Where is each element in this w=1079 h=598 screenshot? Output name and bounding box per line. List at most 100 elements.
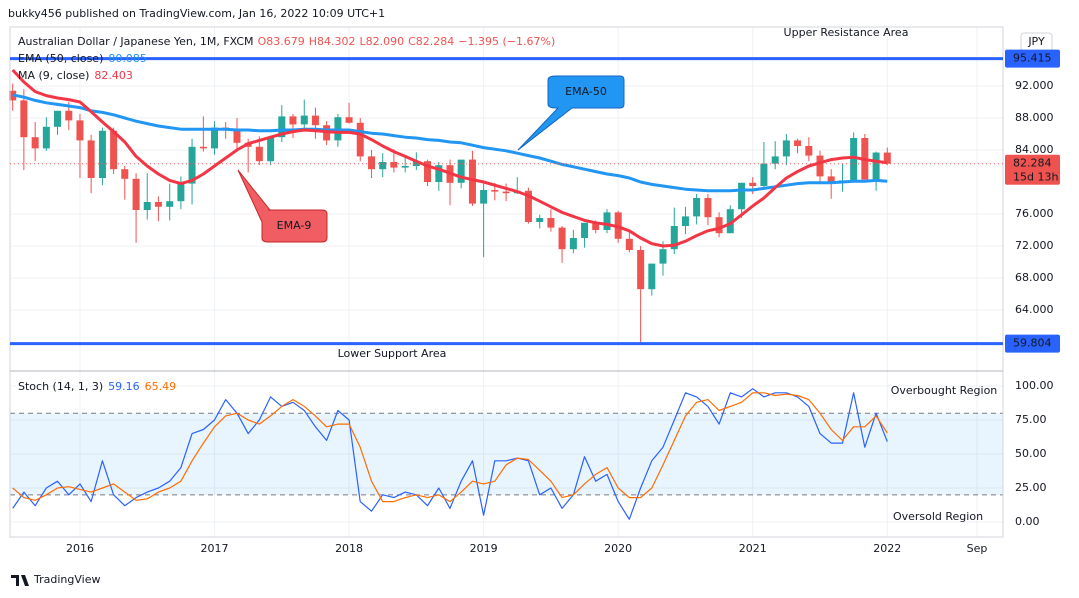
d-value: 65.49 — [145, 380, 177, 393]
candle-body — [491, 190, 499, 192]
plot — [9, 68, 1003, 520]
candle-body — [401, 166, 409, 168]
callout-text: EMA-50 — [565, 85, 607, 98]
ma-name: MA (9, close) — [18, 69, 89, 82]
resistance-label: Upper Resistance Area — [784, 26, 909, 39]
support-label: Lower Support Area — [338, 347, 447, 360]
candle-body — [625, 238, 633, 250]
candle-body — [132, 178, 140, 210]
ema50-callout: EMA-50 — [517, 75, 625, 151]
candle-body — [827, 176, 835, 182]
y-tick-label: 76.000 — [1015, 207, 1054, 220]
ema-value: 80.085 — [108, 52, 147, 65]
candle-body — [177, 183, 185, 202]
y-tick-label: 84.000 — [1015, 143, 1054, 156]
candle-body — [143, 202, 151, 210]
ma-legend: MA (9, close) 82.403 — [18, 69, 133, 82]
candle-body — [255, 146, 263, 162]
candle-body — [704, 198, 712, 218]
candle-body — [98, 130, 106, 178]
candle-body — [749, 182, 757, 186]
ema-legend: EMA (50, close) 80.085 — [18, 52, 147, 65]
candle-body — [569, 238, 577, 250]
oversold-label: Oversold Region — [893, 510, 983, 523]
callout-shape — [237, 169, 328, 243]
x-tick-label: 2020 — [604, 542, 632, 555]
y-tick-label: 72.000 — [1015, 239, 1054, 252]
candle-body — [805, 146, 813, 156]
level-tag — [1005, 334, 1060, 353]
candle-body — [379, 162, 387, 170]
candle-body — [771, 156, 779, 164]
candle-body — [31, 137, 39, 149]
candle-body — [154, 202, 162, 207]
candle-body — [42, 126, 50, 149]
candle-body — [199, 146, 207, 149]
x-tick-label: 2022 — [873, 542, 901, 555]
indicator-line — [12, 93, 888, 193]
logo-mark — [11, 575, 29, 586]
candle-body — [76, 120, 84, 141]
candle-body — [278, 116, 286, 138]
candle-body — [188, 146, 196, 184]
candle-body — [53, 110, 61, 127]
candle-body — [581, 222, 589, 238]
indicator-line — [12, 388, 888, 520]
candle-body — [390, 162, 398, 168]
candle-body — [850, 138, 858, 181]
level-label: 95.415 — [1013, 52, 1052, 65]
high: H84.302 — [309, 35, 356, 48]
published: bukky456 published on TradingView.com, J… — [8, 7, 385, 20]
candle-body — [659, 249, 667, 264]
candle-body — [289, 116, 297, 125]
callout-shape — [517, 75, 625, 151]
candle-body — [524, 190, 532, 222]
close: C82.284 — [408, 35, 454, 48]
candle-body — [726, 209, 734, 234]
x-tick-label: Sep — [967, 542, 988, 555]
ma-value: 82.403 — [94, 69, 133, 82]
y-tick-label: 0.00 — [1015, 515, 1040, 528]
x-tick-label: 2019 — [470, 542, 498, 555]
x-tick-label: 2021 — [739, 542, 767, 555]
candle-body — [166, 201, 174, 207]
candle-body — [872, 152, 880, 180]
y-tick-label: 100.00 — [1015, 379, 1054, 392]
footer: TradingView — [33, 573, 100, 586]
frame — [9, 26, 1004, 538]
countdown: 15d 13h — [1013, 171, 1058, 184]
candle-body — [267, 137, 275, 162]
y-tick-label: 92.000 — [1015, 79, 1054, 92]
price-label: 82.284 — [1013, 157, 1052, 170]
candle-body — [782, 140, 790, 157]
candle-body — [468, 159, 476, 204]
candle-body — [681, 216, 689, 226]
stoch-name: Stoch (14, 1, 3) — [18, 380, 103, 393]
y-tick-label: 25.00 — [1015, 481, 1047, 494]
indicator-line — [11, 68, 888, 248]
candle-body — [603, 212, 611, 230]
callout-text: EMA-9 — [277, 219, 312, 232]
level-tag — [1005, 49, 1060, 68]
x-tick-label: 2016 — [66, 542, 94, 555]
candle-body — [502, 191, 510, 194]
candle-body — [637, 250, 645, 290]
ema-name: EMA (50, close) — [18, 52, 103, 65]
candle-body — [480, 190, 488, 204]
candle-body — [356, 122, 364, 157]
candle-body — [20, 100, 28, 138]
symbol: Australian Dollar / Japanese Yen, 1M, FX… — [18, 35, 254, 48]
candle-body — [715, 217, 723, 234]
candle-body — [457, 159, 465, 183]
low: L82.090 — [359, 35, 404, 48]
legend: Australian Dollar / Japanese Yen, 1M, FX… — [18, 35, 555, 48]
candle-body — [211, 127, 219, 149]
candle-body — [110, 130, 118, 170]
open: O83.679 — [258, 35, 305, 48]
candle-body — [345, 117, 353, 123]
candle-body — [311, 115, 319, 126]
candle-body — [648, 263, 656, 290]
candle-body — [536, 218, 544, 222]
